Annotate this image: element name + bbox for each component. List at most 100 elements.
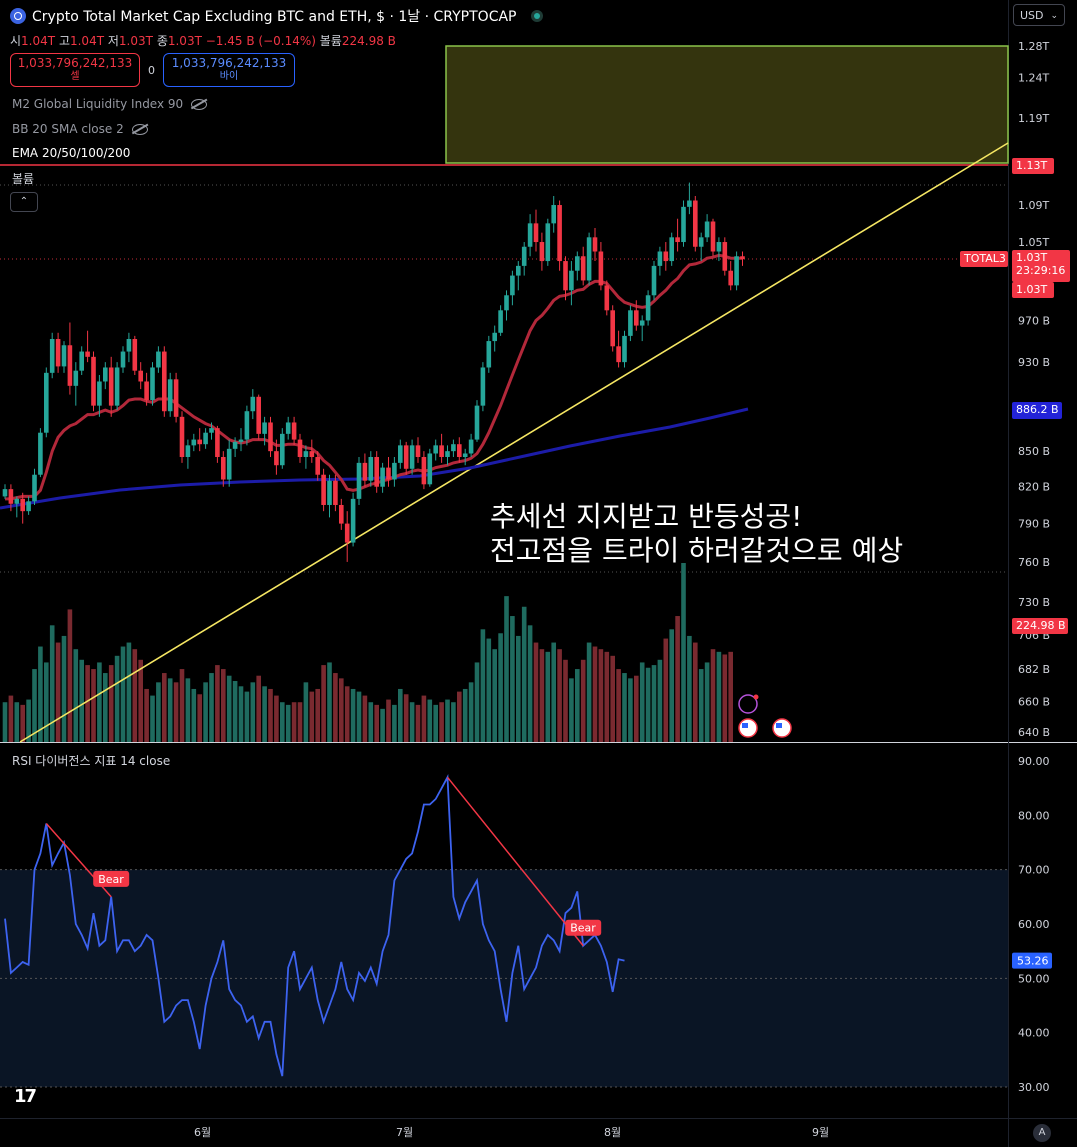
candle-body bbox=[539, 242, 545, 262]
rsi-last-value: 53.26 bbox=[1017, 955, 1049, 968]
volume-bar bbox=[504, 596, 509, 742]
indicator-bb[interactable]: BB 20 SMA close 2 bbox=[12, 122, 148, 136]
candle-body bbox=[132, 338, 138, 371]
bear-label: Bear bbox=[570, 922, 596, 935]
price-tick-label: 640 B bbox=[1018, 726, 1050, 739]
target-zone-box bbox=[445, 45, 1009, 164]
chart-title: Crypto Total Market Cap Excluding BTC an… bbox=[10, 6, 543, 26]
candle-body bbox=[85, 351, 90, 357]
volume-bar bbox=[675, 616, 680, 742]
buy-button[interactable]: 1,033,796,242,133 바이 bbox=[163, 53, 295, 87]
price-tick-label: 1.24T bbox=[1018, 71, 1049, 84]
indicator-m2-liquidity[interactable]: M2 Global Liquidity Index 90 bbox=[12, 97, 208, 111]
volume-bar bbox=[392, 704, 397, 742]
candle-body bbox=[403, 445, 409, 469]
last-price-tag: 1.03T bbox=[1016, 251, 1047, 264]
volume-bar bbox=[150, 695, 155, 742]
volume-bar bbox=[244, 691, 250, 742]
candle-body bbox=[285, 422, 291, 434]
zone-top-tag: 1.13T bbox=[1016, 159, 1047, 172]
rsi-tick-label: 90.00 bbox=[1018, 755, 1050, 768]
candle-body bbox=[580, 256, 586, 281]
volume-bar bbox=[144, 688, 149, 742]
volume-bar bbox=[32, 669, 37, 742]
volume-bar bbox=[250, 682, 256, 742]
trend-line bbox=[19, 142, 1009, 743]
price-tick-label: 790 B bbox=[1018, 518, 1050, 531]
candle-body bbox=[26, 501, 31, 512]
candle-body bbox=[344, 523, 350, 543]
volume-bar bbox=[321, 665, 326, 742]
candle-body bbox=[575, 256, 580, 271]
volume-bar bbox=[256, 675, 261, 742]
indicator-ema[interactable]: EMA 20/50/100/200 bbox=[12, 146, 131, 160]
candle-body bbox=[645, 295, 651, 321]
volume-bar bbox=[167, 678, 173, 742]
currency-select[interactable]: USD ⌄ bbox=[1013, 4, 1065, 26]
volume-bar bbox=[557, 649, 562, 742]
volume-bar bbox=[657, 659, 663, 742]
cryptocap-logo-icon bbox=[10, 8, 26, 24]
candle-body bbox=[604, 285, 610, 311]
volume-bar bbox=[14, 702, 20, 742]
volume-bar bbox=[362, 695, 368, 742]
price-tick-label: 760 B bbox=[1018, 556, 1050, 569]
candle-body bbox=[8, 489, 14, 504]
candle-body bbox=[150, 367, 155, 401]
collapse-button[interactable]: ⌃ bbox=[10, 192, 38, 212]
volume-bar bbox=[586, 642, 592, 742]
candle-body bbox=[55, 338, 61, 367]
volume-bar bbox=[303, 682, 309, 742]
rsi-tick-label: 40.00 bbox=[1018, 1027, 1050, 1040]
candle-body bbox=[474, 405, 480, 440]
volume-bar bbox=[386, 699, 391, 742]
volume-bar bbox=[79, 659, 84, 742]
auto-scale-button[interactable]: A bbox=[1033, 1124, 1051, 1142]
volume-bar bbox=[380, 708, 385, 742]
candle-body bbox=[303, 451, 309, 457]
volume-bar bbox=[44, 662, 49, 742]
candle-body bbox=[480, 367, 486, 406]
candle-body bbox=[368, 456, 374, 481]
event-lightning-icon bbox=[738, 694, 758, 714]
price-tick-label: 820 B bbox=[1018, 481, 1050, 494]
sell-button[interactable]: 1,033,796,242,133 셀 bbox=[10, 53, 140, 87]
rsi-tick-label: 60.00 bbox=[1018, 918, 1050, 931]
volume-bar bbox=[368, 702, 374, 742]
total3-tag-bg bbox=[960, 251, 1008, 267]
candle-body bbox=[185, 445, 191, 457]
volume-bar bbox=[563, 659, 568, 742]
candle-body bbox=[262, 422, 267, 434]
eye-hidden-icon[interactable] bbox=[131, 123, 148, 135]
candle-body bbox=[20, 498, 25, 512]
candle-body bbox=[374, 456, 379, 487]
annotation-text: 추세선 지지받고 반등성공! 전고점을 트라이 하러갈것으로 예상 bbox=[490, 500, 903, 568]
us-flag-canton bbox=[776, 723, 782, 728]
candle-body bbox=[197, 439, 202, 445]
volume-bar bbox=[238, 686, 244, 742]
volume-bar bbox=[20, 704, 25, 742]
volume-bar bbox=[716, 651, 722, 742]
candle-body bbox=[386, 467, 391, 480]
candle-body bbox=[327, 480, 332, 505]
candle-body bbox=[215, 428, 220, 457]
ema-long-tag-bg bbox=[1012, 402, 1062, 419]
eye-hidden-icon[interactable] bbox=[191, 98, 208, 110]
candle-body bbox=[486, 341, 492, 368]
volume-bar bbox=[215, 665, 220, 742]
volume-bar bbox=[639, 662, 645, 742]
candle-body bbox=[439, 445, 444, 457]
candle-body bbox=[498, 310, 503, 333]
volume-bar bbox=[262, 686, 267, 742]
volume-bar bbox=[156, 682, 161, 742]
volume-bar bbox=[38, 646, 43, 742]
price-tick-label: 970 B bbox=[1018, 314, 1050, 327]
volume-bar bbox=[527, 625, 533, 742]
price-tick-label: 682 B bbox=[1018, 663, 1050, 676]
candle-body bbox=[734, 256, 739, 286]
candle-body bbox=[433, 445, 438, 454]
volume-bar bbox=[49, 625, 55, 742]
annotation-line-1: 추세선 지지받고 반등성공! bbox=[490, 500, 803, 533]
candle-body bbox=[179, 416, 185, 457]
volume-bar bbox=[315, 688, 320, 742]
